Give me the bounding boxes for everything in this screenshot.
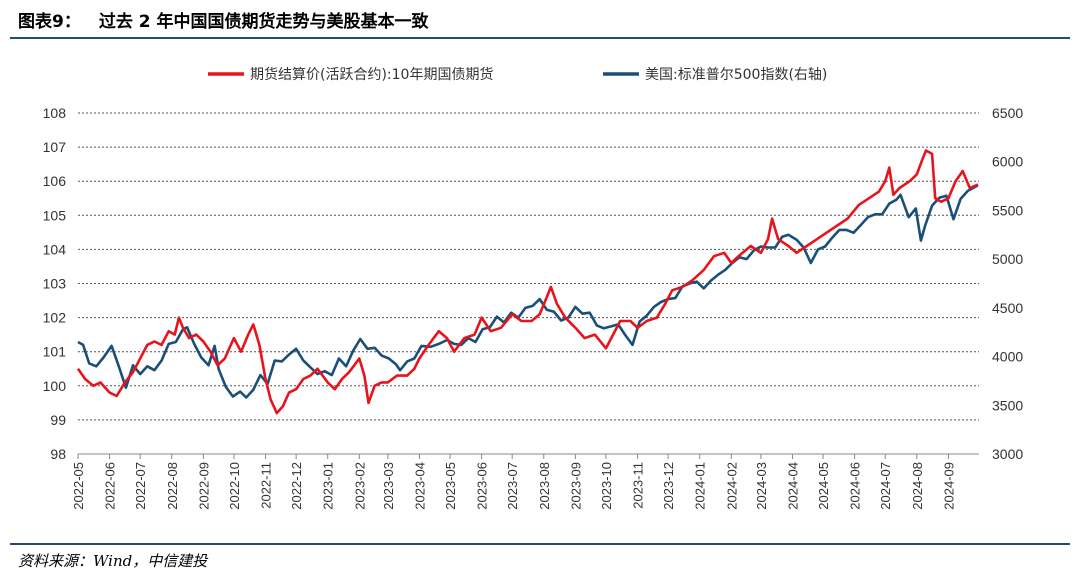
legend-label: 美国:标准普尔500指数(右轴) — [645, 67, 827, 83]
x-tick-label: 2022-07 — [133, 462, 148, 510]
x-tick-label: 2022-12 — [289, 462, 304, 510]
y-left-tick-label: 108 — [43, 105, 67, 121]
x-tick-label: 2023-01 — [321, 462, 336, 510]
y-left-tick-label: 102 — [43, 310, 67, 326]
x-tick-label: 2023-12 — [661, 462, 676, 510]
series-line-sp500 — [77, 183, 979, 399]
y-right-tick-label: 6500 — [992, 105, 1023, 121]
figure-title-text: 过去 2 年中国国债期货走势与美股基本一致 — [98, 12, 429, 32]
x-tick-label: 2024-08 — [910, 462, 925, 510]
title-divider — [10, 37, 1070, 39]
x-tick-label: 2023-10 — [599, 462, 614, 510]
x-tick-label: 2024-06 — [848, 462, 863, 510]
x-tick-label: 2022-11 — [259, 462, 274, 509]
y-left-tick-label: 104 — [43, 241, 67, 257]
x-tick-label: 2022-10 — [227, 462, 242, 510]
x-tick-label: 2023-07 — [505, 462, 520, 510]
series-line-bond-futures — [76, 149, 979, 415]
x-tick-label: 2024-04 — [785, 462, 800, 510]
legend-label: 期货结算价(活跃合约):10年期国债期货 — [250, 66, 493, 83]
x-tick-label: 2022-06 — [103, 462, 118, 510]
y-right-tick-label: 4500 — [992, 300, 1023, 316]
x-tick-label: 2022-05 — [71, 462, 86, 510]
x-tick-label: 2023-09 — [568, 462, 583, 510]
x-tick-label: 2022-09 — [196, 462, 211, 510]
x-tick-label: 2023-02 — [352, 462, 367, 510]
x-tick-label: 2023-05 — [443, 462, 458, 510]
source-note: 资料来源：Wind，中信建投 — [18, 552, 208, 570]
figure-title: 图表9： 过去 2 年中国国债期货走势与美股基本一致 — [18, 7, 429, 32]
y-right-tick-label: 3500 — [992, 397, 1023, 413]
x-tick-label: 2024-09 — [941, 462, 956, 510]
x-tick-label: 2022-08 — [165, 462, 180, 510]
y-left-tick-label: 105 — [43, 207, 67, 223]
x-tick-label: 2023-03 — [381, 462, 396, 510]
y-left-tick-label: 98 — [50, 446, 66, 462]
x-tick-label: 2024-03 — [754, 462, 769, 510]
y-left-tick-label: 100 — [43, 378, 67, 394]
x-tick-label: 2024-02 — [724, 462, 739, 510]
x-tick-label: 2023-11 — [631, 462, 646, 509]
x-tick-label: 2023-04 — [412, 462, 427, 510]
y-left-tick-label: 106 — [43, 173, 67, 189]
x-tick-label: 2023-06 — [475, 462, 490, 510]
y-left-tick-label: 99 — [50, 412, 66, 428]
x-tick-label: 2024-07 — [878, 462, 893, 510]
y-left-tick-label: 101 — [43, 344, 67, 360]
y-left-tick-label: 107 — [43, 139, 67, 155]
x-tick-label: 2023-08 — [537, 462, 552, 510]
x-tick-label: 2024-05 — [816, 462, 831, 510]
y-right-tick-label: 5500 — [992, 202, 1023, 218]
x-tick-label: 2024-01 — [693, 462, 708, 510]
y-right-tick-label: 4000 — [992, 349, 1023, 365]
source-divider — [10, 543, 1070, 545]
y-left-tick-label: 103 — [43, 276, 67, 292]
y-right-tick-label: 3000 — [992, 446, 1023, 462]
figure-number: 图表9： — [18, 12, 81, 32]
y-right-tick-label: 6000 — [992, 154, 1023, 170]
y-right-tick-label: 5000 — [992, 251, 1023, 267]
